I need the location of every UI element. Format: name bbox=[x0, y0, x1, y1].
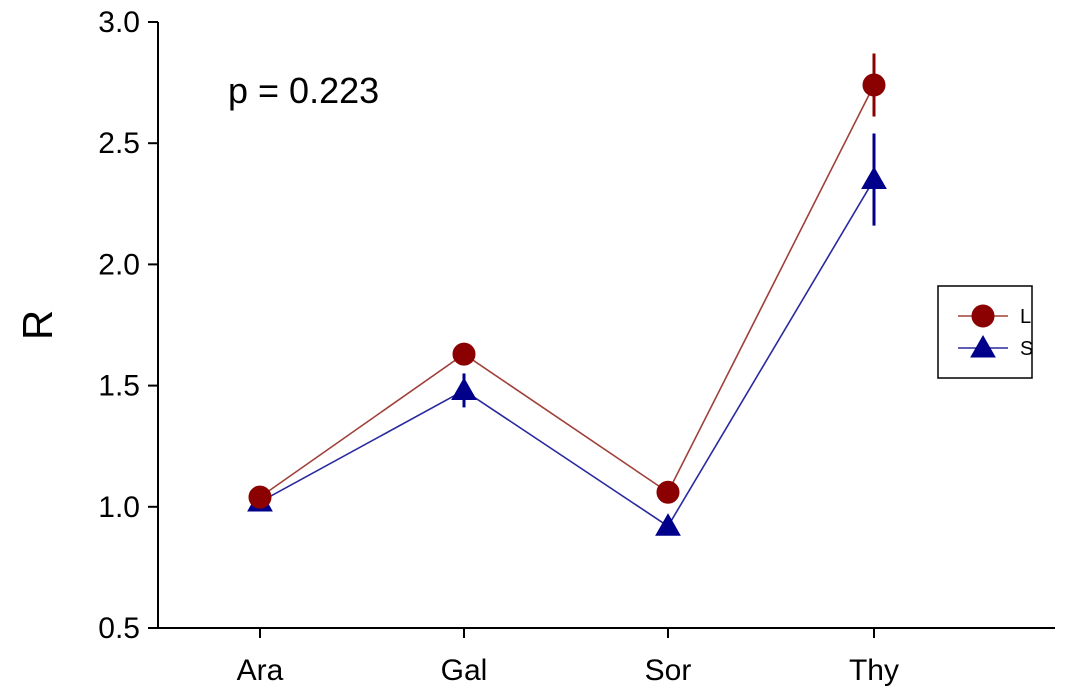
y-tick-label: 2.5 bbox=[98, 127, 140, 160]
data-point bbox=[861, 166, 887, 190]
data-point bbox=[862, 73, 886, 97]
legend: LS bbox=[937, 285, 1033, 379]
y-tick-label: 2.0 bbox=[98, 248, 140, 281]
p-value-annotation: p = 0.223 bbox=[228, 70, 379, 111]
x-tick-label: Thy bbox=[849, 654, 899, 687]
series-line bbox=[259, 84, 875, 498]
x-tick-label: Sor bbox=[645, 654, 692, 687]
y-tick-label: 3.0 bbox=[98, 6, 140, 39]
x-tick-label: Ara bbox=[237, 654, 284, 687]
data-point bbox=[655, 513, 681, 536]
y-ticks: 0.5 1.0 1.5 2.0 2.5 3.0 bbox=[98, 6, 158, 645]
series-L bbox=[248, 53, 886, 509]
legend-items: LS bbox=[958, 304, 1033, 360]
series-line bbox=[259, 179, 875, 528]
axes bbox=[157, 22, 1055, 629]
y-axis-title: R bbox=[14, 310, 61, 340]
data-point bbox=[248, 485, 272, 509]
series-S bbox=[247, 133, 887, 536]
legend-marker bbox=[970, 334, 996, 358]
y-tick-label: 1.0 bbox=[98, 491, 140, 524]
x-ticks: Ara Gal Sor Thy bbox=[237, 628, 899, 687]
y-tick-label: 1.5 bbox=[98, 370, 140, 403]
x-tick-label: Gal bbox=[441, 654, 488, 687]
legend-label: L bbox=[1020, 306, 1031, 328]
data-point bbox=[451, 377, 477, 400]
data-point bbox=[656, 480, 680, 504]
legend-label: S bbox=[1020, 338, 1033, 360]
series-layer bbox=[247, 53, 887, 536]
legend-marker bbox=[971, 304, 995, 328]
y-tick-label: 0.5 bbox=[98, 612, 140, 645]
data-point bbox=[452, 342, 476, 366]
legend-box bbox=[937, 285, 1033, 379]
